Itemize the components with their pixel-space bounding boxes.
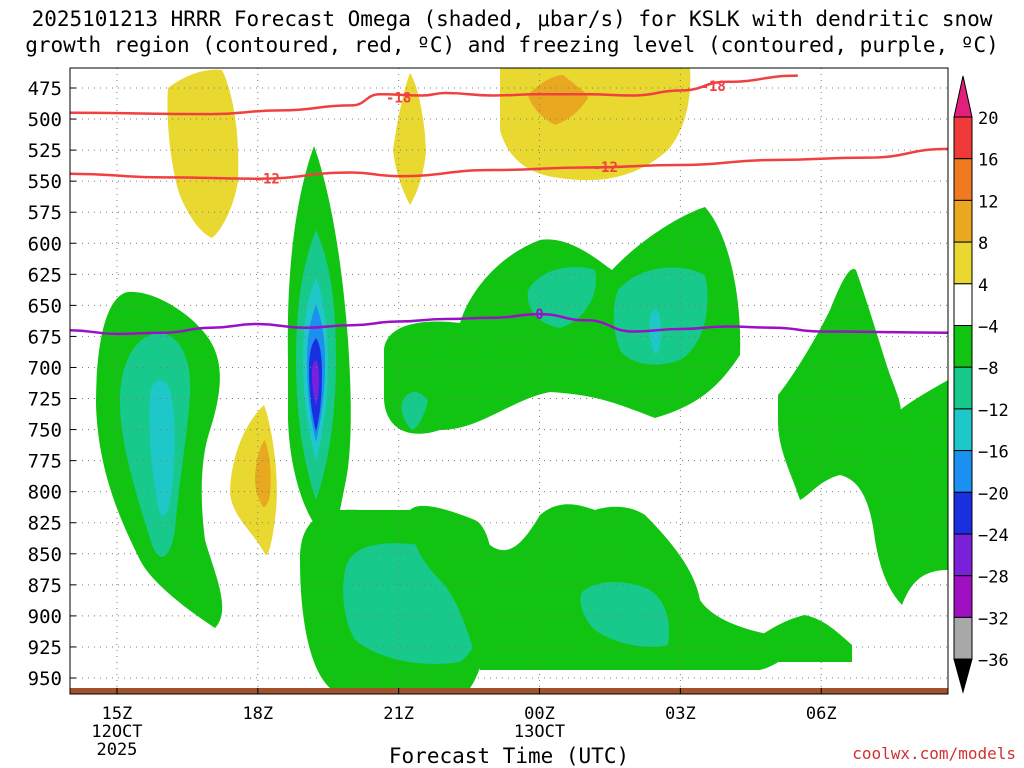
omega-shaded-field bbox=[96, 68, 948, 688]
colorbar-swatch bbox=[953, 408, 973, 452]
colorbar: 20 16 12 8 4 −4 −8 −12 −16 −20 −24 −28 −32 −36 bbox=[953, 75, 1009, 694]
contour-label: -18 bbox=[386, 90, 411, 106]
colorbar-label: 8 bbox=[978, 234, 988, 254]
y-tick-label: 775 bbox=[28, 451, 62, 473]
x-tick-label: 00Z bbox=[524, 704, 555, 724]
omega-region-gold-4 bbox=[255, 440, 271, 507]
x-tick-label: 21Z bbox=[383, 704, 414, 724]
y-tick-label: 925 bbox=[28, 637, 62, 659]
contour-line bbox=[70, 312, 948, 336]
colorbar-label: 4 bbox=[978, 276, 988, 296]
y-tick-label: 575 bbox=[28, 202, 62, 224]
y-tick-label: 800 bbox=[28, 482, 62, 504]
x-tick-year-label: 2025 bbox=[96, 740, 137, 760]
colorbar-bottom-arrow bbox=[953, 658, 973, 694]
y-tick-label: 600 bbox=[28, 233, 62, 255]
x-tick-label: 03Z bbox=[665, 704, 696, 724]
omega-region-cyan-1 bbox=[149, 380, 175, 517]
y-tick-label: 625 bbox=[28, 264, 62, 286]
pressure-axis: 475 500 525 550 575 600 625 650 675 700 725 750 775 8… bbox=[28, 78, 76, 690]
omega-region-teal-4a bbox=[527, 266, 596, 328]
colorbar-label: −24 bbox=[978, 526, 1009, 546]
colorbar-label: −16 bbox=[978, 443, 1009, 463]
grid-lines bbox=[70, 68, 948, 694]
x-tick-date-label: 12OCT bbox=[91, 722, 142, 742]
y-tick-label: 725 bbox=[28, 389, 62, 411]
x-tick-label: 15Z bbox=[102, 704, 133, 724]
omega-region-yellow-1 bbox=[167, 69, 239, 238]
contour-label: -12 bbox=[593, 160, 618, 176]
colorbar-swatch bbox=[953, 325, 973, 368]
colorbar-label: −4 bbox=[978, 318, 998, 338]
y-tick-label: 500 bbox=[28, 109, 62, 131]
contour-line bbox=[70, 74, 798, 116]
colorbar-swatch bbox=[953, 575, 973, 618]
colorbar-label: −12 bbox=[978, 401, 1009, 421]
omega-region-green-7 bbox=[778, 269, 948, 605]
y-tick-label: 900 bbox=[28, 606, 62, 628]
omega-region-green-6 bbox=[752, 615, 852, 662]
x-tick-label: 18Z bbox=[242, 704, 273, 724]
y-tick-label: 550 bbox=[28, 171, 62, 193]
omega-region-yellow-2 bbox=[393, 73, 426, 205]
colorbar-top-arrow bbox=[953, 75, 973, 118]
ground-surface-bar bbox=[70, 688, 948, 694]
colorbar-swatch bbox=[953, 199, 973, 243]
x-tick-date-label: 13OCT bbox=[514, 722, 565, 742]
colorbar-label: 16 bbox=[978, 151, 998, 171]
plot-frame bbox=[69, 67, 949, 695]
colorbar-label: −28 bbox=[978, 568, 1009, 588]
y-tick-label: 650 bbox=[28, 295, 62, 317]
x-tick-label: 06Z bbox=[806, 704, 837, 724]
colorbar-label: −8 bbox=[978, 359, 998, 379]
colorbar-swatch bbox=[953, 283, 973, 326]
colorbar-swatch bbox=[953, 616, 973, 660]
colorbar-label: −32 bbox=[978, 609, 1009, 629]
temperature-contours bbox=[70, 74, 948, 336]
contour-label: 0 bbox=[535, 307, 543, 323]
colorbar-swatch bbox=[953, 366, 973, 410]
y-tick-label: 950 bbox=[28, 668, 62, 690]
omega-region-cyan-4 bbox=[649, 309, 661, 355]
colorbar-label: −36 bbox=[978, 651, 1009, 671]
colorbar-swatch bbox=[953, 491, 973, 535]
colorbar-swatch bbox=[953, 116, 973, 160]
chart-title-line2: growth region (contoured, red, ºC) and f… bbox=[25, 33, 999, 57]
y-tick-label: 475 bbox=[28, 78, 62, 100]
colorbar-label: 12 bbox=[978, 192, 998, 212]
omega-region-teal-4b bbox=[613, 267, 708, 365]
y-tick-label: 525 bbox=[28, 140, 62, 162]
y-tick-label: 700 bbox=[28, 357, 62, 379]
contour-line bbox=[70, 147, 948, 180]
y-tick-label: 850 bbox=[28, 544, 62, 566]
chart-title-line1: 2025101213 HRRR Forecast Omega (shaded, … bbox=[31, 7, 993, 31]
x-axis-title: Forecast Time (UTC) bbox=[388, 744, 630, 768]
colorbar-label: 20 bbox=[978, 109, 998, 129]
y-tick-label: 825 bbox=[28, 513, 62, 535]
omega-region-gold-3 bbox=[528, 75, 588, 125]
colorbar-label: −20 bbox=[978, 484, 1009, 504]
omega-region-teal-4c bbox=[401, 391, 428, 430]
colorbar-swatch bbox=[953, 158, 973, 201]
y-tick-label: 750 bbox=[28, 420, 62, 442]
contour-label: -12 bbox=[255, 172, 280, 188]
y-tick-label: 675 bbox=[28, 326, 62, 348]
colorbar-swatch bbox=[953, 450, 973, 493]
y-tick-label: 875 bbox=[28, 575, 62, 597]
contour-labels: -18 -18 -12 -12 0 bbox=[255, 79, 726, 323]
contour-label: -18 bbox=[701, 79, 726, 95]
omega-region-purple-2 bbox=[312, 360, 319, 405]
colorbar-swatch bbox=[953, 533, 973, 577]
credit-text: coolwx.com/models bbox=[852, 744, 1016, 763]
omega-region-teal-5 bbox=[580, 581, 670, 647]
colorbar-swatch bbox=[953, 241, 973, 285]
